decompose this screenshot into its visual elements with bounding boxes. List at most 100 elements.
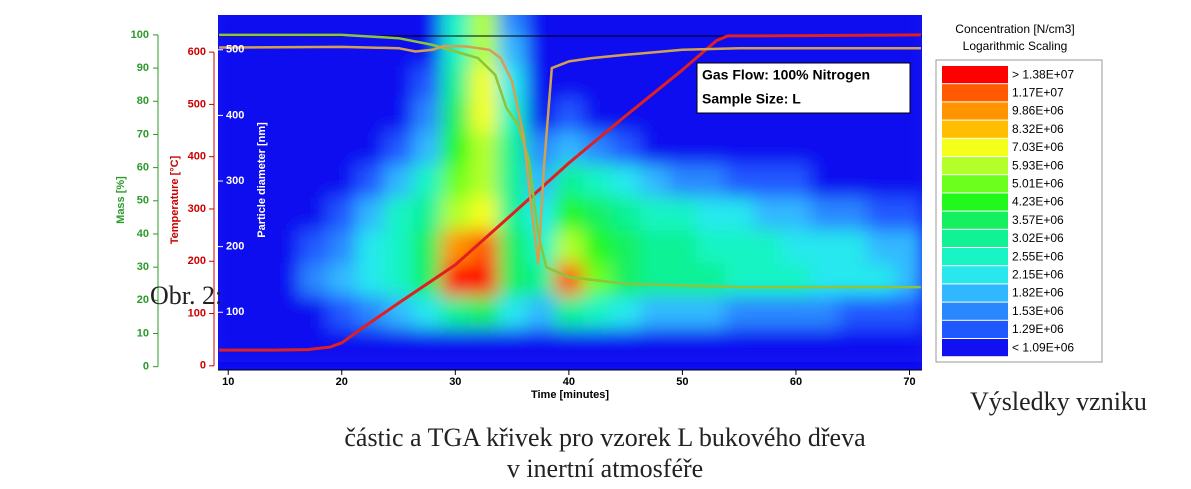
heat-cell xyxy=(526,328,556,362)
heat-cell xyxy=(497,15,527,34)
heat-cell xyxy=(895,15,922,34)
legend-swatch xyxy=(942,211,1008,229)
heat-cell xyxy=(724,295,754,330)
heat-cell xyxy=(639,295,669,330)
heat-cell xyxy=(469,66,499,100)
heat-cell xyxy=(327,263,357,297)
legend-label: 8.32E+06 xyxy=(1012,122,1064,136)
heat-cell xyxy=(441,33,471,67)
heat-cell xyxy=(469,131,499,166)
heat-cell xyxy=(611,164,641,198)
heat-cell xyxy=(724,33,754,67)
heat-cell xyxy=(696,197,726,231)
heat-cell xyxy=(895,295,922,330)
heat-cell xyxy=(724,197,754,231)
y3-tick-label: 100 xyxy=(226,306,244,318)
heat-cell xyxy=(895,164,922,198)
heat-cell xyxy=(753,230,783,264)
heat-cell xyxy=(810,197,840,231)
heat-cell xyxy=(270,164,300,198)
heat-cell xyxy=(526,15,556,34)
heat-cell xyxy=(810,328,840,362)
heat-cell xyxy=(242,98,272,133)
heat-cell xyxy=(270,230,300,264)
heat-cell xyxy=(696,328,726,362)
x-tick-label: 50 xyxy=(676,376,688,388)
legend-swatch xyxy=(942,102,1008,120)
heat-cell xyxy=(355,33,385,67)
heat-cell xyxy=(810,15,840,34)
heat-cell xyxy=(441,131,471,166)
heat-cell xyxy=(639,197,669,231)
heat-cell xyxy=(838,295,868,330)
legend-label: 5.93E+06 xyxy=(1012,158,1064,172)
heat-cell xyxy=(412,230,442,264)
y2-tick-label: 300 xyxy=(188,203,206,215)
heat-cell xyxy=(355,197,385,231)
heat-cell xyxy=(327,66,357,100)
heat-cell xyxy=(781,328,811,362)
x-tick-label: 40 xyxy=(563,376,575,388)
heat-cell xyxy=(753,295,783,330)
heat-cell xyxy=(611,263,641,297)
heat-cell xyxy=(384,197,414,231)
heat-cell xyxy=(327,164,357,198)
legend-label: < 1.09E+06 xyxy=(1012,340,1074,354)
heat-cell xyxy=(218,263,243,297)
heat-cell xyxy=(554,164,584,198)
heat-cell xyxy=(299,328,329,362)
heat-cell xyxy=(781,33,811,67)
heat-cell xyxy=(441,295,471,330)
x-tick-label: 60 xyxy=(790,376,802,388)
heat-cell xyxy=(384,230,414,264)
caption-text: částic a TGA křivek pro vzorek L bukovéh… xyxy=(344,423,866,452)
heat-cell xyxy=(526,33,556,67)
legend-swatch xyxy=(942,157,1008,175)
plot-area xyxy=(218,15,922,370)
heat-cell xyxy=(639,131,669,166)
heat-cell xyxy=(554,263,584,297)
heat-cell xyxy=(611,33,641,67)
heat-cell xyxy=(866,197,896,231)
heat-cell xyxy=(554,295,584,330)
heat-cell xyxy=(724,230,754,264)
heat-cell xyxy=(753,328,783,362)
heat-cell xyxy=(866,131,896,166)
heat-cell xyxy=(583,15,612,34)
heat-cell xyxy=(866,164,896,198)
y-tick-label: 70 xyxy=(137,128,149,140)
caption-text: v inertní atmosféře xyxy=(507,454,703,483)
legend-label: 1.53E+06 xyxy=(1012,304,1064,318)
heat-cell xyxy=(327,295,357,330)
heat-cell xyxy=(270,33,300,67)
y-tick-label: 40 xyxy=(137,228,149,240)
heat-cell xyxy=(384,295,414,330)
heat-cell xyxy=(639,263,669,297)
heat-cell xyxy=(355,15,385,34)
heat-cell xyxy=(299,230,329,264)
heat-cell xyxy=(299,98,329,133)
legend-swatch xyxy=(942,120,1008,138)
heat-cell xyxy=(384,15,414,34)
heat-cell xyxy=(866,263,896,297)
heat-cell xyxy=(611,131,641,166)
legend-swatch xyxy=(942,302,1008,320)
heat-cell xyxy=(866,328,896,362)
heat-cell xyxy=(838,131,868,166)
legend-swatch xyxy=(942,229,1008,247)
heat-cell xyxy=(810,230,840,264)
heat-cell xyxy=(469,263,499,297)
heat-cell xyxy=(554,131,584,166)
heat-cell xyxy=(526,295,556,330)
heat-cell xyxy=(668,197,698,231)
heat-cell xyxy=(242,164,272,198)
x-tick-label: 10 xyxy=(222,376,234,388)
y-tick-label: 90 xyxy=(137,62,149,74)
heat-cell xyxy=(384,263,414,297)
legend-label: 4.23E+06 xyxy=(1012,195,1064,209)
y2-axis-title: Temperature [°C] xyxy=(169,155,181,244)
heat-cell xyxy=(895,131,922,166)
heat-cell xyxy=(469,328,499,362)
legend-label: 1.17E+07 xyxy=(1012,85,1064,99)
heat-cell xyxy=(583,33,612,67)
